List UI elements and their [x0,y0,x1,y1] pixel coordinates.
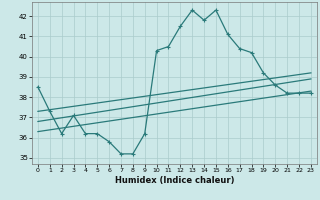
X-axis label: Humidex (Indice chaleur): Humidex (Indice chaleur) [115,176,234,185]
